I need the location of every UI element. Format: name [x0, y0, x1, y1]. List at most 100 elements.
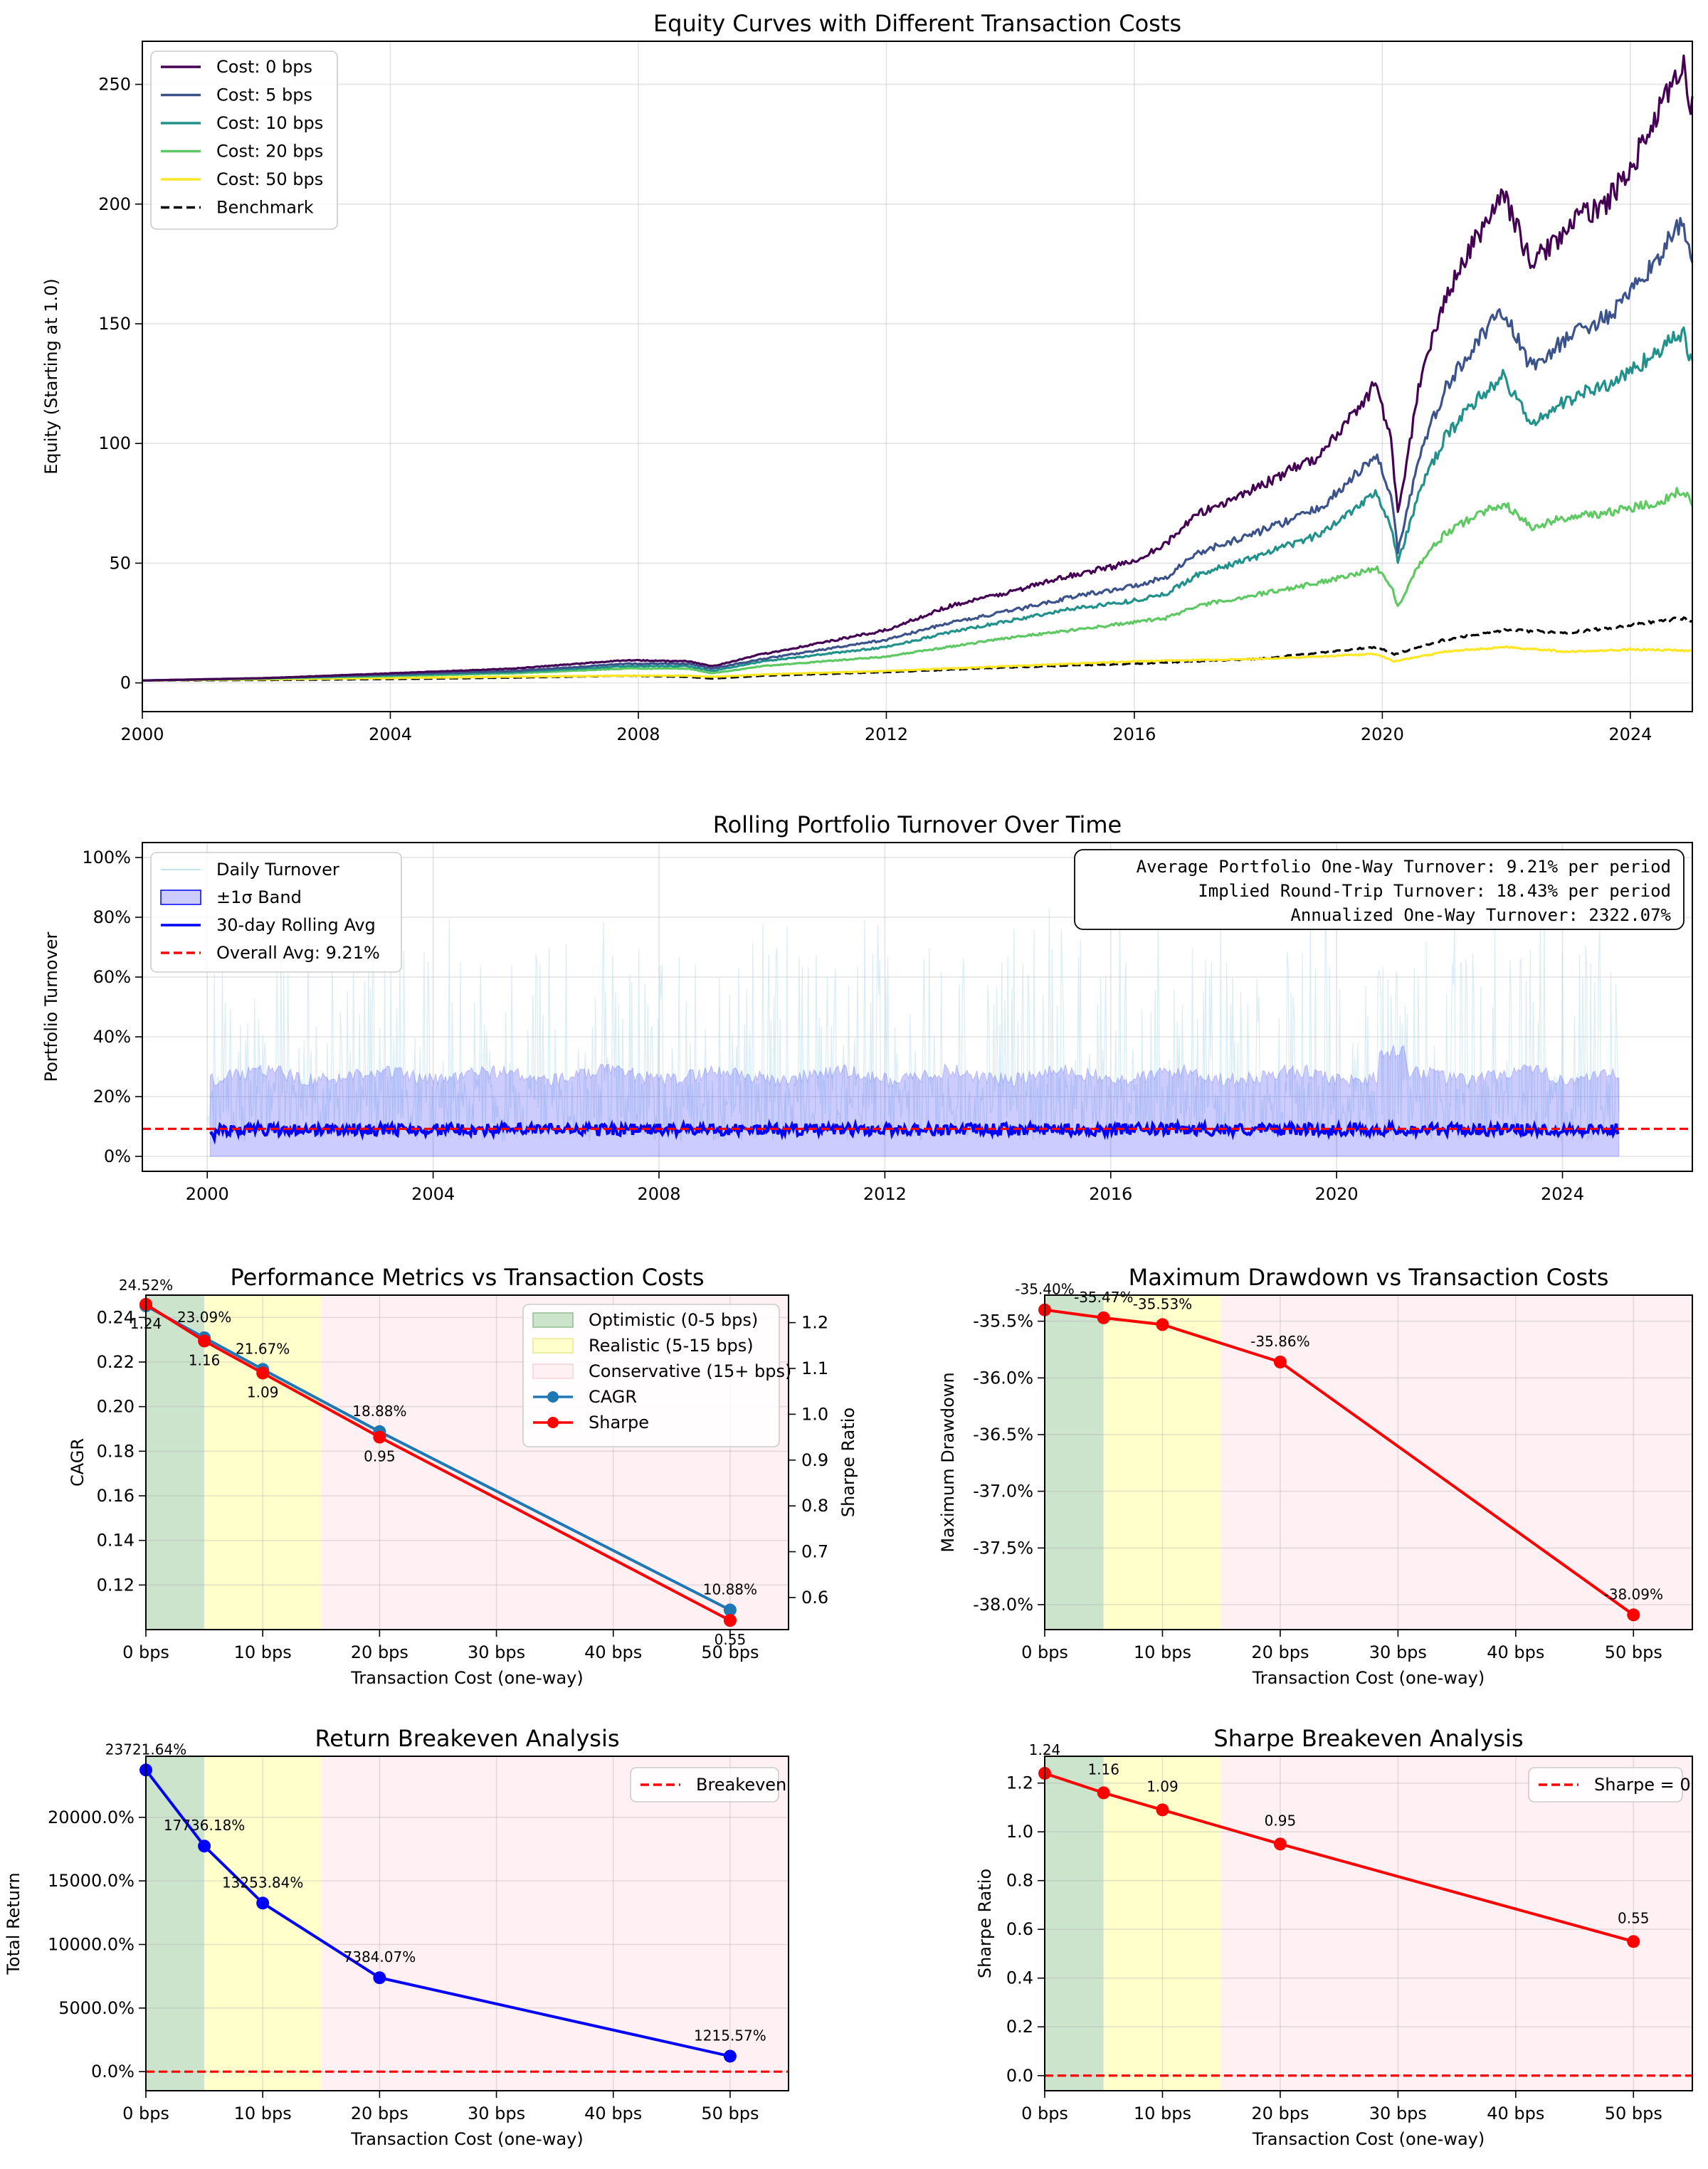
- y-tick-label: 100: [98, 433, 131, 453]
- y-tick-label: -37.5%: [973, 1538, 1033, 1558]
- y-tick-label: -36.5%: [973, 1425, 1033, 1445]
- x-tick-label: 30 bps: [1369, 1642, 1427, 1662]
- x-tick-label: 10 bps: [234, 2104, 292, 2123]
- y-tick-label: 20%: [93, 1087, 131, 1107]
- x-tick-label: 10 bps: [1134, 1642, 1191, 1662]
- y-axis-label: Portfolio Turnover: [41, 932, 61, 1082]
- x-tick-label: 2008: [637, 1184, 680, 1204]
- total-return-point: [723, 2049, 737, 2063]
- cost-region-3: [321, 1756, 789, 2091]
- cost-region-1: [1045, 1756, 1104, 2091]
- cost-region-1: [146, 1756, 205, 2091]
- total-return-point: [373, 1971, 386, 1985]
- legend-label: Cost: 20 bps: [216, 142, 323, 162]
- legend-label: Optimistic (0-5 bps): [589, 1310, 758, 1330]
- sharpe-point: [198, 1334, 211, 1348]
- y-axis-label: CAGR: [68, 1438, 88, 1487]
- cagr-point: [723, 1603, 737, 1617]
- cagr-data-label: 24.52%: [119, 1277, 173, 1294]
- total-return-point: [198, 1840, 211, 1853]
- y-right-tick-label: 0.8: [801, 1496, 828, 1516]
- y-tick-label: 0.14: [97, 1531, 135, 1551]
- x-tick-label: 50 bps: [1605, 2104, 1662, 2123]
- y-tick-label: 0%: [104, 1146, 131, 1166]
- axes-frame: [1044, 1756, 1693, 2091]
- total-return-data-label: 23721.64%: [105, 1741, 186, 1758]
- legend-label: Daily Turnover: [216, 860, 339, 880]
- y-tick-label: 10000.0%: [48, 1934, 135, 1954]
- stats-annotation-line: Implied Round-Trip Turnover: 18.43% per …: [1198, 881, 1671, 901]
- sharpe-data-label: 1.09: [1146, 1778, 1179, 1795]
- y-tick-label: 0.0%: [91, 2062, 135, 2081]
- sharpe-point: [1273, 1837, 1287, 1851]
- stats-annotation-line: Annualized One-Way Turnover: 2322.07%: [1290, 905, 1671, 925]
- x-tick-label: 2016: [1089, 1184, 1132, 1204]
- sharpe-data-label: 0.95: [1265, 1812, 1297, 1829]
- legend-swatch: [532, 1338, 574, 1353]
- sharpe-data-label: 0.55: [715, 1631, 747, 1648]
- y-tick-label: 0.2: [1006, 2017, 1033, 2037]
- sharpe-data-label: 1.16: [189, 1351, 221, 1368]
- cagr-data-label: 21.67%: [236, 1340, 290, 1357]
- x-axis-label: Transaction Cost (one-way): [1252, 1668, 1485, 1688]
- y-axis-label: Equity (Starting at 1.0): [41, 278, 61, 475]
- y-tick-label: 15000.0%: [48, 1871, 135, 1891]
- y-right-axis-label: Sharpe Ratio: [838, 1408, 858, 1517]
- cost-region-1: [146, 1295, 205, 1630]
- x-tick-label: 2012: [863, 1184, 907, 1204]
- cagr-data-label: 10.88%: [703, 1580, 757, 1598]
- y-right-tick-label: 0.6: [801, 1588, 828, 1608]
- y-right-tick-label: 1.2: [801, 1313, 828, 1333]
- x-axis-label: Transaction Cost (one-way): [1252, 2129, 1485, 2149]
- x-tick-label: 2016: [1112, 724, 1156, 744]
- x-tick-label: 2024: [1541, 1184, 1584, 1204]
- y-tick-label: 0.12: [97, 1575, 135, 1595]
- legend: [1528, 1767, 1683, 1803]
- y-tick-label: -37.0%: [973, 1482, 1033, 1502]
- sharpe-point: [256, 1366, 270, 1380]
- cost-region-3: [1221, 1756, 1692, 2091]
- x-tick-label: 2024: [1608, 724, 1652, 744]
- legend: [150, 852, 402, 973]
- legend-label: ±1σ Band: [216, 887, 302, 907]
- series-line-2: [142, 216, 1694, 682]
- x-tick-label: 2000: [120, 724, 164, 744]
- y-tick-label: 0.24: [97, 1307, 135, 1327]
- legend-label: Cost: 5 bps: [216, 85, 312, 105]
- total-return-data-label: 1215.57%: [694, 2027, 766, 2044]
- legend-label: Overall Avg: 9.21%: [216, 943, 380, 963]
- y-tick-label: 0.8: [1006, 1871, 1033, 1891]
- y-tick-label: 0.18: [97, 1441, 135, 1461]
- x-tick-label: 10 bps: [234, 1642, 292, 1662]
- chart-title: Sharpe Breakeven Analysis: [1213, 1725, 1523, 1752]
- axes-frame: [142, 842, 1693, 1172]
- y-tick-label: 0.16: [97, 1486, 135, 1506]
- legend-swatch: [532, 1312, 574, 1328]
- drawdown-data-label: -38.09%: [1604, 1585, 1663, 1603]
- x-tick-label: 40 bps: [1487, 2104, 1544, 2123]
- stats-annotation-line: Average Portfolio One-Way Turnover: 9.21…: [1137, 857, 1671, 877]
- y-tick-label: 50: [109, 553, 131, 573]
- y-right-tick-label: 0.9: [801, 1450, 828, 1470]
- cost-region-2: [1103, 1295, 1222, 1630]
- total-return-point: [256, 1896, 270, 1910]
- y-tick-label: 0.22: [97, 1352, 135, 1372]
- legend-label: Cost: 10 bps: [216, 113, 323, 133]
- x-tick-label: 10 bps: [1134, 2104, 1191, 2123]
- chart-title: Performance Metrics vs Transaction Costs: [230, 1264, 704, 1291]
- x-tick-label: 20 bps: [1251, 1642, 1309, 1662]
- chart-title: Maximum Drawdown vs Transaction Costs: [1129, 1264, 1609, 1291]
- legend-label: CAGR: [589, 1387, 637, 1407]
- y-tick-label: 20000.0%: [48, 1808, 135, 1827]
- legend: [630, 1767, 779, 1803]
- axes-frame: [145, 1294, 789, 1630]
- x-tick-label: 40 bps: [584, 1642, 642, 1662]
- y-tick-label: 1.0: [1006, 1822, 1033, 1842]
- series-line-5: [142, 645, 1693, 682]
- legend-label: Conservative (15+ bps): [589, 1361, 791, 1381]
- x-tick-label: 50 bps: [701, 1642, 759, 1662]
- cost-region-1: [1045, 1295, 1104, 1630]
- axes-frame: [142, 41, 1693, 712]
- legend-label: 30-day Rolling Avg: [216, 915, 376, 935]
